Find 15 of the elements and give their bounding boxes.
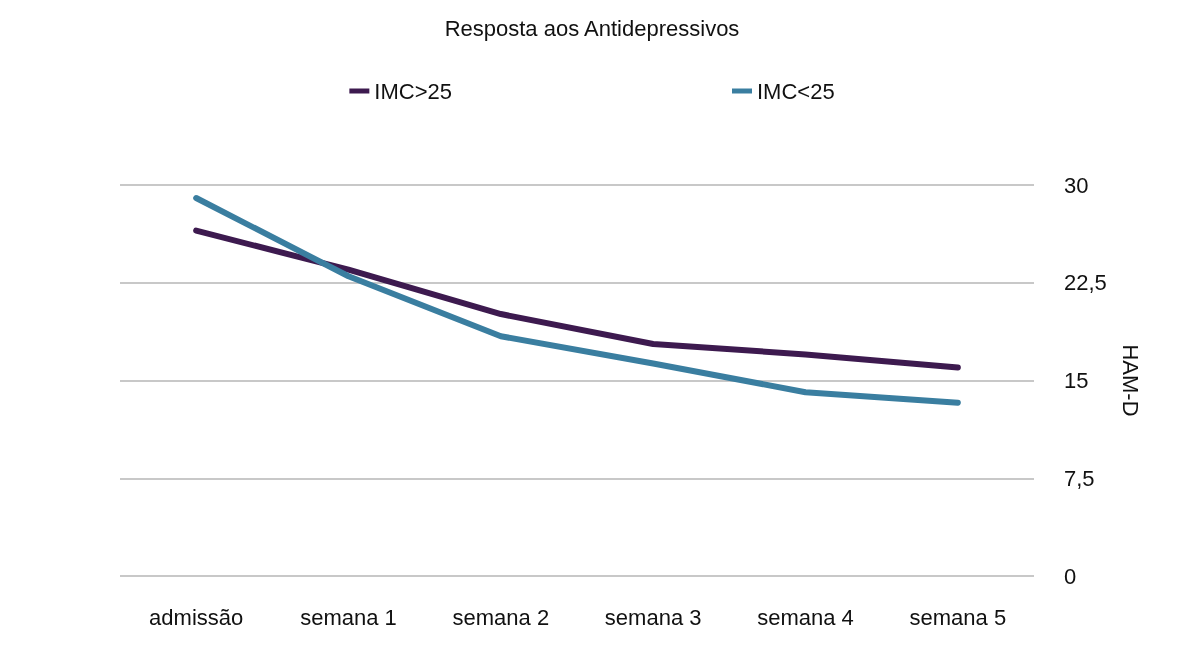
y-tick-label: 22,5 (1064, 270, 1107, 296)
y-tick-label: 15 (1064, 368, 1089, 393)
legend-label: IMC<25 (757, 78, 835, 104)
x-tick-label: admissão (149, 604, 244, 630)
x-tick-label: semana 2 (452, 604, 550, 630)
x-tick-label: semana 1 (300, 604, 397, 630)
y-tick-label: 0 (1064, 563, 1077, 589)
chart-title: Resposta aos Antidepressivos (444, 15, 740, 41)
x-tick-label: semana 4 (757, 604, 854, 630)
y-axis-title: HAM-D (1117, 344, 1143, 417)
y-tick-label: 7,5 (1064, 465, 1095, 491)
legend-label: IMC>25 (374, 78, 453, 104)
y-tick-label: 30 (1064, 172, 1089, 198)
x-tick-label: semana 5 (909, 604, 1007, 630)
x-tick-label: semana 3 (604, 604, 702, 630)
